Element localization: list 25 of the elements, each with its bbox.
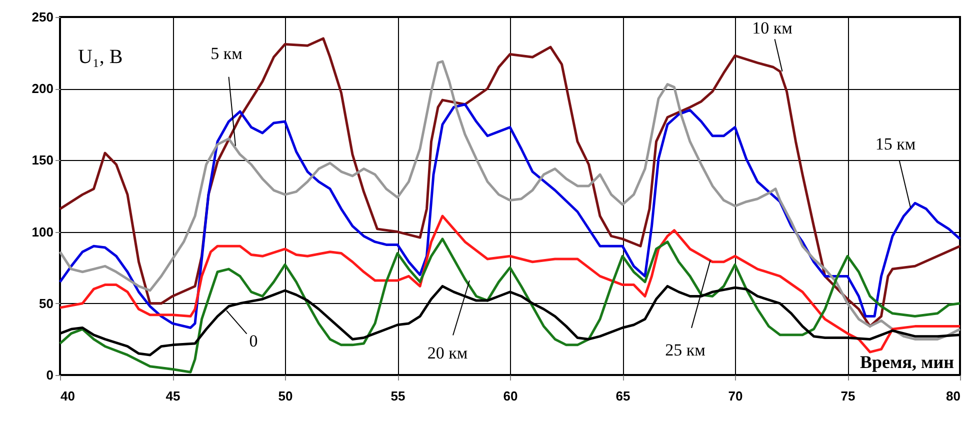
y-tick-label: 200 [32, 81, 54, 96]
y-tick-label: 50 [39, 296, 54, 311]
x-tick-label: 80 [946, 388, 960, 404]
x-tick-label: 70 [728, 388, 743, 404]
x-tick-label: 60 [503, 388, 518, 404]
annotation: 25 км [665, 340, 706, 360]
line-series [58, 103, 962, 329]
annotation: 20 км [427, 343, 468, 362]
line-series [58, 238, 962, 374]
x-tick-label: 65 [616, 388, 630, 404]
annotation: 15 км [875, 134, 916, 154]
annotation: 10 км [752, 18, 793, 38]
x-tick-label: 45 [166, 388, 180, 404]
annotation: 5 км [210, 44, 243, 63]
x-tick-label: 40 [60, 388, 75, 404]
x-tick-label: 75 [840, 388, 856, 404]
x-tick-label: 50 [278, 388, 293, 404]
x-axis-title: Время, мин [860, 352, 954, 372]
y-tick-label: 100 [32, 224, 54, 240]
x-tick-label: 55 [390, 388, 406, 404]
y-tick-label: 0 [46, 368, 54, 382]
y-axis-title: U₁, В [78, 46, 123, 68]
y-tick-label: 250 [32, 10, 54, 24]
annotation: 0 [249, 332, 258, 351]
y-tick-label: 150 [32, 152, 54, 168]
